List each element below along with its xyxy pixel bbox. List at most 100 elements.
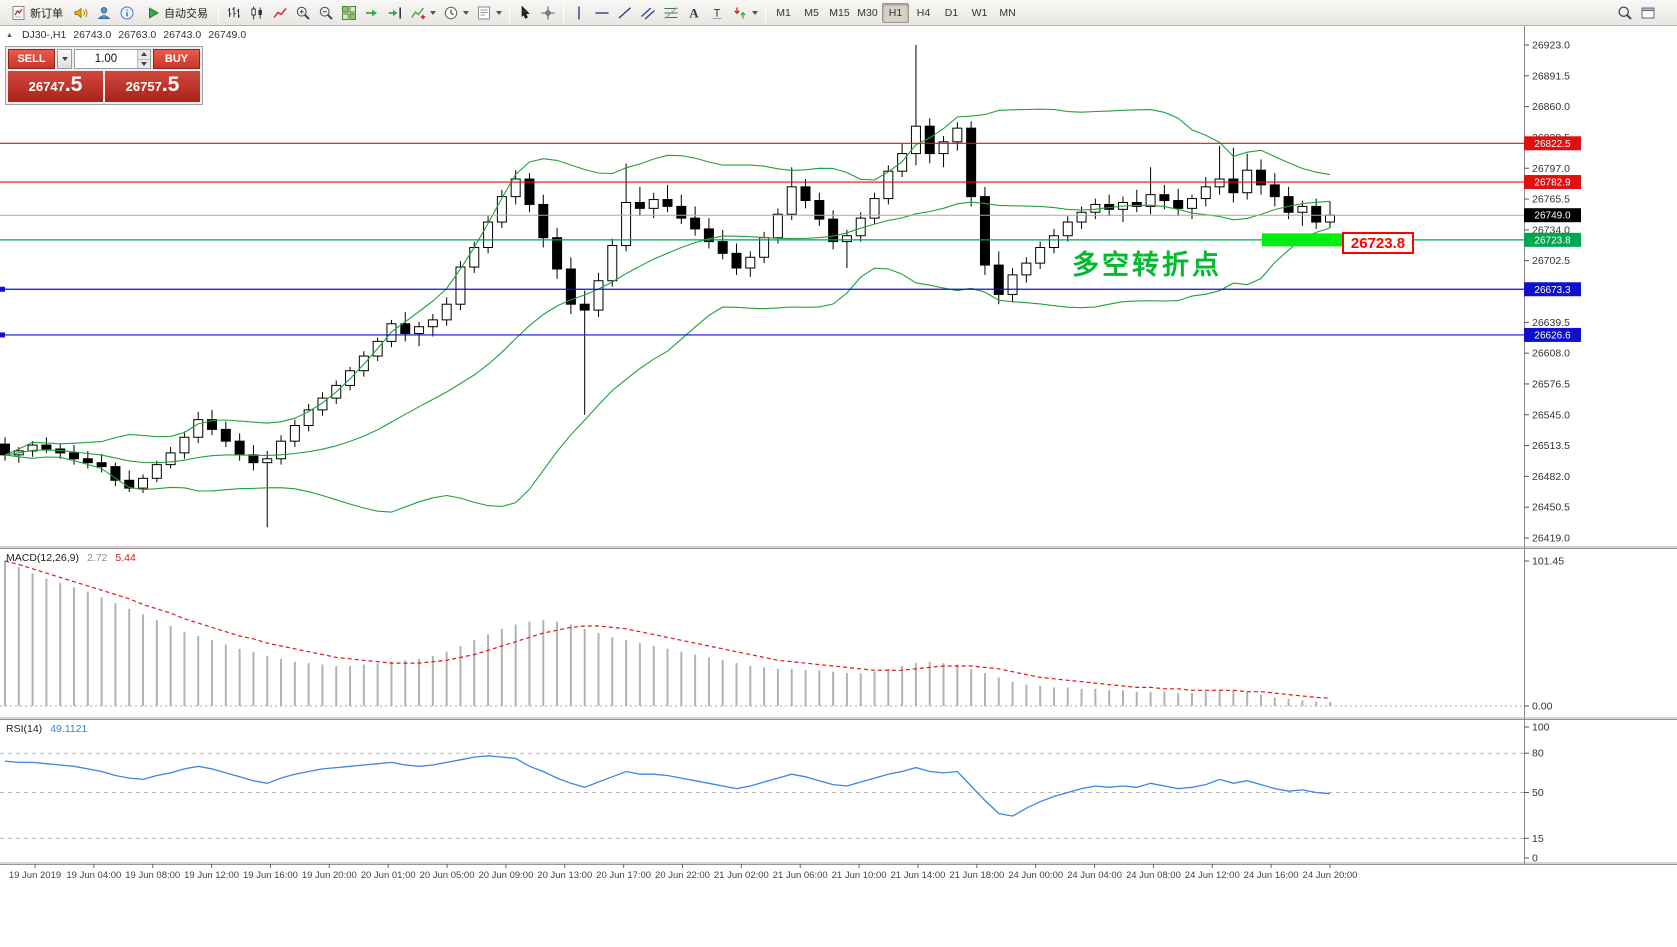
timeframe-d1-button[interactable]: D1 <box>938 3 965 23</box>
search-button[interactable] <box>1614 3 1636 23</box>
candle-bearish <box>96 462 107 468</box>
candlestick-chart-button[interactable] <box>246 3 268 23</box>
price-tick-label: 26608.0 <box>1532 348 1570 360</box>
candle-bearish <box>979 196 990 266</box>
chevron-down-icon <box>61 57 68 61</box>
autotrading-button[interactable]: 自动交易 <box>139 3 214 23</box>
panel-divider-main-macd[interactable] <box>0 545 1677 549</box>
price-badge <box>1524 175 1581 190</box>
lot-decrease-button[interactable] <box>138 58 150 68</box>
timeframe-m5-button[interactable]: M5 <box>798 3 825 23</box>
arrows-button[interactable] <box>729 3 761 23</box>
lot-size-input[interactable] <box>75 50 137 68</box>
highlight-rect[interactable] <box>1262 233 1354 247</box>
bollinger-lower-band <box>4 227 1331 513</box>
bar-chart-button[interactable] <box>223 3 245 23</box>
time-axis-label: 20 Jun 09:00 <box>478 870 533 881</box>
periods-button[interactable] <box>440 3 472 23</box>
label-tool-icon: T <box>709 5 725 21</box>
candle-bullish <box>510 178 521 198</box>
line-anchor-marker <box>0 286 5 292</box>
highlight-price-label: 26723.8 <box>1342 232 1414 254</box>
time-axis-label: 20 Jun 17:00 <box>596 870 651 881</box>
rsi-scale-label: 50 <box>1532 787 1544 799</box>
timeframe-m15-button[interactable]: M15 <box>826 3 853 23</box>
buy-price-int: 26757 <box>125 79 162 94</box>
candle-bearish <box>814 200 825 220</box>
candle-bullish <box>869 198 880 219</box>
timeframe-m1-button[interactable]: M1 <box>770 3 797 23</box>
channel-button[interactable] <box>637 3 659 23</box>
candle-bullish <box>276 440 287 460</box>
candle-bearish <box>993 264 1004 295</box>
candle-bullish <box>1214 178 1225 188</box>
help-button[interactable] <box>116 3 138 23</box>
crosshair-icon <box>540 5 556 21</box>
indicators-button[interactable] <box>407 3 439 23</box>
candle-bullish <box>1297 205 1308 213</box>
timeframe-m30-button[interactable]: M30 <box>854 3 881 23</box>
auto-scroll-button[interactable] <box>361 3 383 23</box>
toolbar: 新订单 自动交易 A T M1 M5 M15 M30 H1 H4 D1 W1 MN <box>0 0 1677 26</box>
collapse-chart-icon[interactable]: ▲ <box>6 31 13 39</box>
timeframe-h4-button[interactable]: H4 <box>910 3 937 23</box>
dropdown-arrow-icon <box>463 10 469 15</box>
line-chart-button[interactable] <box>269 3 291 23</box>
toolbar-separator <box>218 3 219 22</box>
sell-price-display[interactable]: 26747.5 <box>8 71 103 102</box>
bollinger-middle-band <box>4 200 1331 464</box>
crosshair-button[interactable] <box>537 3 559 23</box>
accounts-button[interactable] <box>93 3 115 23</box>
indicators-icon <box>410 5 426 21</box>
text-button[interactable]: A <box>683 3 705 23</box>
buy-button[interactable]: BUY <box>153 49 200 69</box>
cursor-button[interactable] <box>514 3 536 23</box>
fibonacci-icon <box>663 5 679 21</box>
price-tick-label: 26545.0 <box>1532 409 1570 421</box>
price-badge <box>1524 136 1581 151</box>
timeframe-mn-button[interactable]: MN <box>994 3 1021 23</box>
trendline-button[interactable] <box>614 3 636 23</box>
candle-bullish <box>897 153 908 172</box>
new-window-button[interactable] <box>1637 3 1659 23</box>
clock-icon <box>443 5 459 21</box>
panel-divider-rsi-time[interactable] <box>0 861 1677 865</box>
time-axis-label: 24 Jun 04:00 <box>1067 870 1122 881</box>
timeframe-w1-button[interactable]: W1 <box>966 3 993 23</box>
time-axis-label: 19 Jun 12:00 <box>184 870 239 881</box>
candle-bearish <box>828 218 839 243</box>
text-label-button[interactable]: T <box>706 3 728 23</box>
horizontal-line-button[interactable] <box>591 3 613 23</box>
chart-shift-button[interactable] <box>384 3 406 23</box>
buy-price-display[interactable]: 26757.5 <box>105 71 200 102</box>
candle-bearish <box>1159 194 1170 202</box>
alerts-button[interactable] <box>70 3 92 23</box>
price-tick-label: 26797.0 <box>1532 163 1570 175</box>
vertical-line-button[interactable] <box>568 3 590 23</box>
timeframe-h1-button[interactable]: H1 <box>882 2 909 23</box>
lot-increase-button[interactable] <box>138 50 150 59</box>
tile-windows-button[interactable] <box>338 3 360 23</box>
zoom-out-button[interactable] <box>315 3 337 23</box>
toolbar-separator <box>509 3 510 22</box>
time-axis-label: 19 Jun 04:00 <box>66 870 121 881</box>
zoom-in-button[interactable] <box>292 3 314 23</box>
candle-bullish <box>317 397 328 411</box>
new-order-button[interactable]: 新订单 <box>5 3 69 23</box>
candle-bearish <box>234 440 245 456</box>
price-tick-label: 26765.5 <box>1532 194 1570 206</box>
button-label: D1 <box>944 6 959 19</box>
candle-bullish <box>1035 246 1046 264</box>
order-mode-dropdown[interactable] <box>57 49 72 69</box>
candle-bearish <box>220 428 231 442</box>
candle-bullish <box>262 458 273 464</box>
chart-canvas[interactable]: 26923.026891.526860.026828.526797.026765… <box>0 26 1677 947</box>
one-click-trading-panel: SELL BUY 26747.5 26757.5 <box>5 46 203 105</box>
fibonacci-button[interactable] <box>660 3 682 23</box>
candle-bullish <box>1007 274 1018 295</box>
templates-button[interactable] <box>473 3 505 23</box>
candle-bullish <box>648 199 659 209</box>
panel-divider-macd-rsi[interactable] <box>0 716 1677 720</box>
sell-button[interactable]: SELL <box>8 49 55 69</box>
annotation-text: 多空转折点 <box>1072 250 1222 280</box>
